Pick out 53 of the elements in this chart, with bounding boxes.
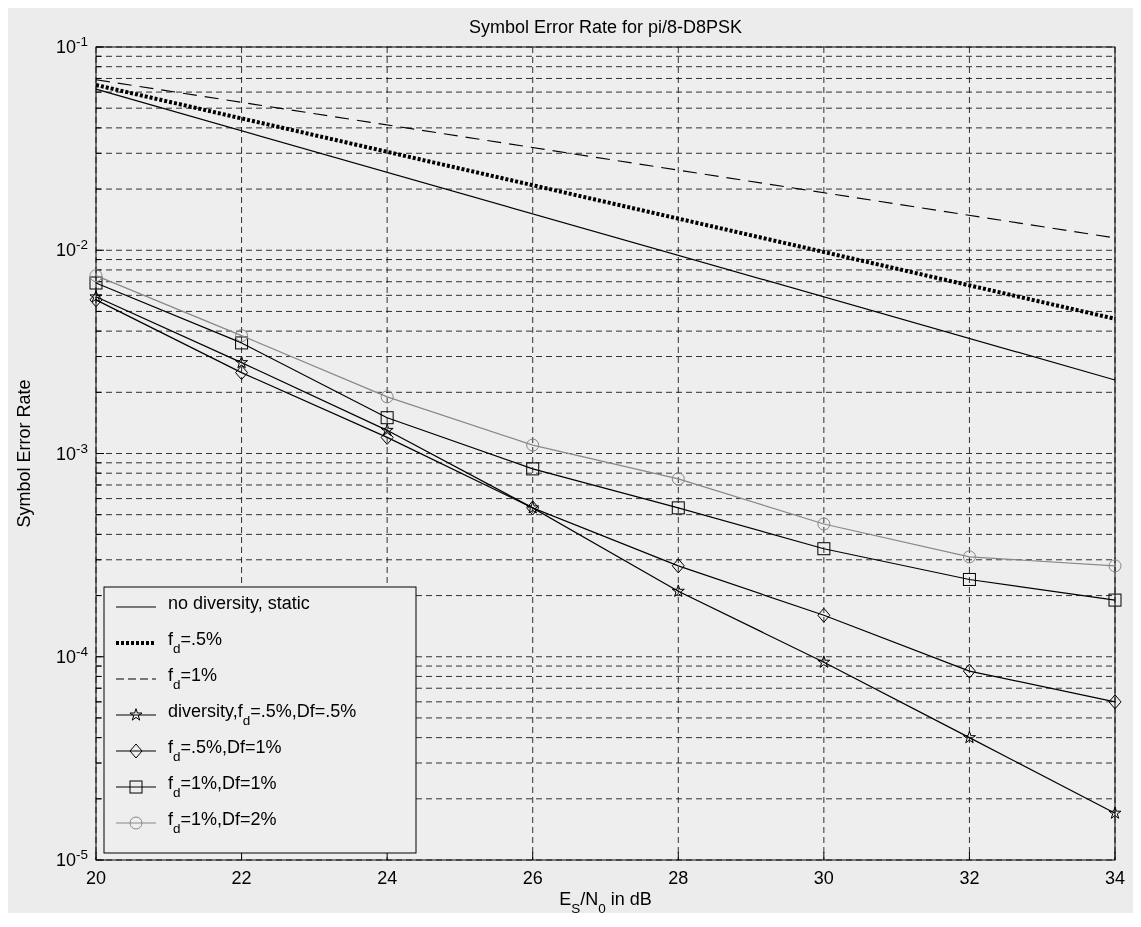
point: [1108, 559, 1122, 573]
y-tick-label: 10$^{-4}$: [55, 643, 89, 667]
x-tick-label: 24: [377, 868, 398, 888]
point: [89, 269, 103, 283]
x-tick-label: 20: [85, 868, 107, 888]
y-tick-label: 10$^{-2}$: [55, 236, 88, 261]
legend-label: f$_{d}$=1%,Df=2%: [168, 809, 277, 836]
point: [1108, 694, 1122, 710]
point: [962, 663, 976, 679]
point: [235, 336, 249, 350]
point: [1108, 593, 1122, 607]
point: [526, 462, 540, 476]
point: [380, 429, 394, 445]
x-tick-label: 28: [668, 868, 689, 888]
legend-label: f$_{d}$=.5%,Df=1%: [168, 737, 282, 764]
point: [817, 517, 831, 531]
x-tick-label: 32: [959, 868, 980, 888]
point: [235, 365, 249, 381]
legend-label: no diversity, static: [168, 593, 310, 613]
point: [235, 329, 249, 343]
chart-title: Symbol Error Rate for pi/8-D8PSK: [468, 17, 743, 37]
legend-label: f$_{d}$=.5%: [168, 629, 223, 656]
point: [817, 607, 831, 623]
legend-label: f$_{d}$=1%: [168, 665, 218, 692]
point: [671, 558, 685, 574]
x-tick-label: 22: [231, 868, 252, 888]
point: [380, 390, 394, 404]
point: [235, 355, 249, 369]
point: [671, 472, 685, 486]
y-tick-label: 10$^{-5}$: [55, 846, 88, 870]
point: [1108, 806, 1122, 819]
point: [962, 730, 976, 744]
y-axis-title: Symbol Error Rate: [14, 379, 34, 528]
point: [671, 584, 685, 597]
point: [380, 423, 394, 436]
y-tick-label: 10$^{-1}$: [55, 33, 88, 57]
x-tick-label: 30: [813, 868, 834, 888]
x-tick-label: 26: [522, 868, 543, 888]
legend-label: f$_{d}$=1%,Df=1%: [168, 773, 277, 800]
x-tick-label: 34: [1104, 868, 1126, 888]
point: [817, 542, 831, 556]
point: [380, 411, 394, 425]
point: [526, 438, 540, 452]
legend-label: diversity,f$_{d}$=.5%,Df=.5%: [168, 701, 357, 728]
point: [89, 276, 103, 290]
point: [962, 572, 976, 586]
y-tick-label: 10$^{-3}$: [55, 440, 88, 464]
x-axis-title: E$_{S}$/N$_{0}$ in dB: [559, 889, 652, 916]
point: [817, 655, 831, 668]
point: [89, 292, 103, 308]
point: [962, 550, 976, 564]
point: [671, 501, 685, 515]
point: [89, 289, 103, 303]
